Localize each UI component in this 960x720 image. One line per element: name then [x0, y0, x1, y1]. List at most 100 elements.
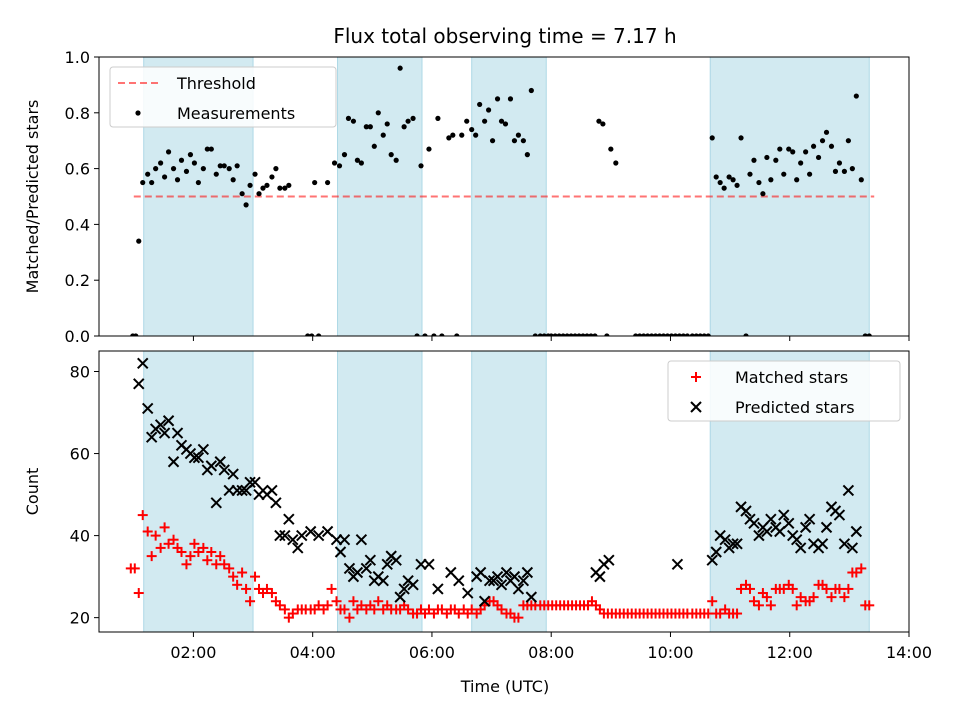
matched-star-point [215, 551, 226, 562]
measurement-point [195, 179, 201, 186]
y-tick-label: 0.2 [65, 271, 90, 290]
measurement-point [405, 118, 411, 124]
measurement-point [819, 138, 826, 144]
measurement-point [256, 191, 262, 197]
measurement-point [469, 126, 475, 133]
measurement-point [401, 124, 407, 130]
predicted-star-point [279, 529, 291, 542]
matched-star-point [839, 592, 850, 603]
measurement-point [608, 146, 614, 152]
predicted-star-point [748, 517, 760, 529]
predicted-star-point [790, 533, 803, 546]
measurement-point [756, 179, 762, 186]
y-axis-label: Count [23, 468, 42, 516]
predicted-star-point [765, 513, 777, 525]
predicted-star-point [483, 575, 496, 587]
measurement-point [371, 143, 377, 149]
predicted-star-point [478, 595, 491, 607]
predicted-star-point [774, 525, 786, 538]
measurement-point [717, 179, 723, 186]
measurement-point [477, 101, 483, 108]
measurement-point [592, 333, 598, 336]
measurement-point [588, 333, 594, 336]
predicted-star-point [158, 427, 171, 439]
legend-label: Measurements [177, 104, 295, 123]
measurement-point [552, 333, 558, 336]
y-axis-label: Matched/Predicted stars [23, 100, 42, 294]
measurement-point [161, 174, 168, 180]
predicted-star-point [803, 513, 816, 525]
predicted-star-point [137, 357, 149, 370]
measurement-point [178, 157, 185, 163]
measurement-point [768, 177, 774, 183]
measurement-point [528, 87, 534, 94]
predicted-star-point [321, 525, 334, 538]
predicted-star-point [390, 554, 402, 566]
matched-star-point [791, 600, 802, 611]
predicted-star-point [398, 583, 410, 595]
measurement-point [764, 154, 770, 161]
measurement-point [174, 177, 181, 183]
matched-star-point [266, 588, 277, 599]
matched-star-point [744, 583, 755, 594]
measurement-point [418, 163, 424, 169]
matched-star-point [513, 612, 524, 623]
matched-star-point [373, 596, 384, 607]
axes-frame [98, 350, 910, 633]
predicted-star-point [816, 538, 829, 550]
measurement-point [524, 152, 530, 158]
predicted-star-point [794, 542, 807, 554]
chart-title: Flux total observing time = 7.17 h [333, 24, 676, 48]
measurement-point [515, 132, 522, 138]
measurement-point [656, 333, 663, 336]
predicted-star-point [231, 484, 243, 497]
measurement-point [633, 333, 639, 336]
x-tick-label: 10:00 [647, 643, 693, 662]
matched-star-point [133, 588, 144, 599]
matched-star-point [155, 542, 166, 553]
measurement-point [243, 202, 249, 208]
legend-label: Predicted stars [735, 398, 855, 417]
measurement-point [260, 185, 266, 191]
measurement-point [507, 96, 514, 102]
measurement-point [145, 171, 151, 177]
measurement-point [165, 149, 172, 155]
observing-window [471, 351, 547, 632]
measurement-point [439, 333, 445, 336]
measurement-point [747, 171, 753, 177]
predicted-star-point [850, 525, 863, 538]
x-tick-label: 04:00 [290, 643, 336, 662]
y-tick-label: 0.0 [65, 327, 90, 346]
measurement-point [336, 163, 343, 169]
legend-label: Matched stars [735, 368, 848, 387]
matched-star-point [765, 600, 776, 611]
predicted-star-point [205, 460, 218, 472]
measurement-point [388, 152, 394, 158]
predicted-star-point [512, 583, 525, 595]
measurement-point [305, 333, 311, 336]
measurement-point [576, 333, 582, 336]
measurement-point [845, 138, 851, 144]
predicted-star-point [292, 542, 304, 554]
measurement-point [422, 333, 428, 336]
measurement-point [494, 96, 501, 102]
x-tick-label: 06:00 [409, 643, 455, 662]
predicted-star-point [432, 583, 444, 595]
x-tick-label: 02:00 [170, 643, 216, 662]
predicted-star-point [338, 533, 351, 546]
matched-star-point [202, 555, 213, 566]
measurement-point [730, 177, 736, 183]
predicted-star-point [188, 451, 201, 464]
measurement-point [282, 185, 288, 191]
matched-star-point [150, 530, 161, 541]
predicted-star-point [719, 533, 731, 546]
measurement-point [170, 166, 177, 172]
measurement-point [600, 121, 606, 127]
matched-star-point [137, 510, 148, 521]
measurement-point [482, 118, 488, 124]
measurement-point [384, 121, 390, 127]
measurement-point [393, 157, 399, 163]
measurement-point [709, 135, 715, 141]
matched-star-point [856, 563, 867, 574]
measurement-point [345, 115, 352, 121]
